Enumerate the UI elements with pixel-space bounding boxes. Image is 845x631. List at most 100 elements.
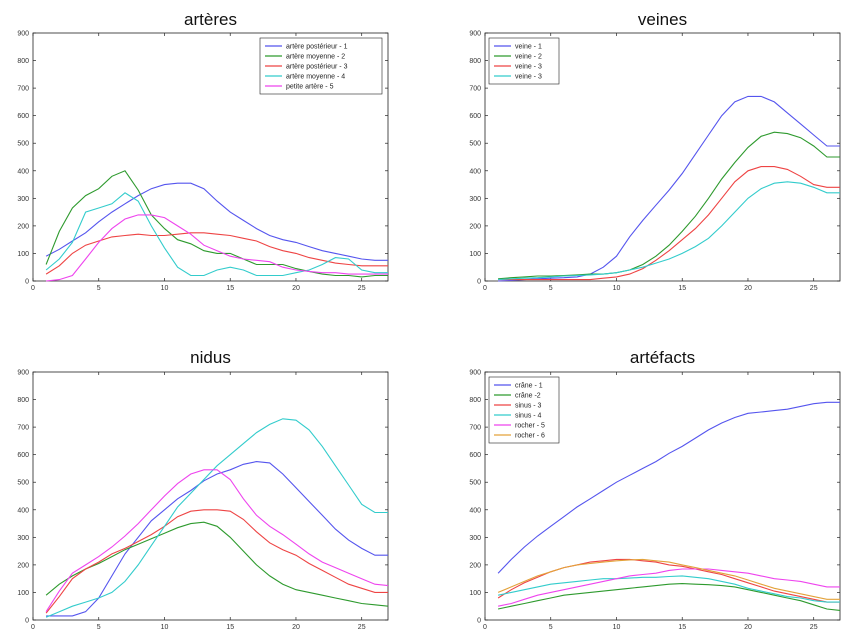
series-line-4 [498, 181, 840, 281]
y-tick-label: 100 [17, 590, 29, 597]
x-tick-label: 25 [358, 624, 366, 631]
y-tick-label: 900 [17, 370, 29, 377]
y-tick-label: 200 [469, 223, 481, 230]
x-tick-label: 20 [744, 624, 752, 631]
legend-label: rocher - 6 [515, 433, 545, 440]
legend-label: veine - 3 [515, 74, 542, 81]
series-line-5 [497, 568, 840, 607]
plot-area [484, 32, 841, 282]
legend-label: veine - 3 [515, 64, 542, 71]
y-tick-label: 400 [469, 507, 481, 514]
y-tick-label: 700 [17, 425, 29, 432]
series-line-1 [45, 182, 388, 261]
x-tick-label: 5 [97, 624, 101, 631]
y-tick-label: 0 [477, 279, 481, 286]
y-tick-label: 700 [469, 86, 481, 93]
chart-title-artefacts: artéfacts [629, 348, 696, 367]
legend-label: crâne -2 [515, 393, 541, 400]
y-tick-label: 500 [17, 141, 29, 148]
y-tick-label: 500 [469, 141, 481, 148]
y-tick-label: 800 [17, 397, 29, 404]
series-line-4 [497, 575, 840, 603]
y-tick-label: 600 [17, 452, 29, 459]
y-tick-label: 500 [17, 480, 29, 487]
y-tick-label: 0 [25, 279, 29, 286]
legend-label: rocher - 5 [515, 423, 545, 430]
legend-label: veine - 1 [515, 44, 542, 51]
y-tick-label: 100 [469, 251, 481, 258]
legend-label: veine - 2 [515, 54, 542, 61]
x-tick-label: 20 [744, 285, 752, 292]
y-tick-label: 400 [17, 168, 29, 175]
x-tick-label: 15 [226, 285, 234, 292]
y-tick-label: 200 [469, 562, 481, 569]
series-line-1 [46, 461, 388, 617]
y-tick-label: 100 [17, 251, 29, 258]
x-tick-label: 25 [810, 285, 818, 292]
legend-label: artère postérieur - 1 [286, 44, 348, 51]
series-line-6 [497, 558, 840, 600]
y-tick-label: 700 [469, 425, 481, 432]
series-line-4 [45, 192, 388, 277]
series-line-5 [45, 469, 389, 612]
y-tick-label: 400 [469, 168, 481, 175]
x-tick-label: 0 [483, 624, 487, 631]
x-tick-label: 15 [678, 285, 686, 292]
y-tick-label: 300 [469, 196, 481, 203]
legend-label: petite artère - 5 [286, 84, 334, 91]
series-line-3 [498, 166, 840, 281]
legend-label: artère postérieur - 3 [286, 64, 348, 71]
x-tick-label: 25 [810, 624, 818, 631]
series-line-3 [45, 232, 388, 275]
y-tick-label: 800 [469, 397, 481, 404]
legend-label: artère moyenne - 4 [286, 74, 345, 81]
x-tick-label: 10 [161, 285, 169, 292]
series-line-3 [497, 558, 840, 603]
y-tick-label: 300 [17, 535, 29, 542]
legend-label: crâne - 1 [515, 383, 543, 390]
legend-label: sinus - 3 [515, 403, 542, 410]
series-line-3 [45, 509, 388, 614]
legend-box [259, 37, 383, 95]
series-line-2 [498, 131, 840, 280]
x-tick-label: 15 [226, 624, 234, 631]
plot-area [484, 371, 841, 621]
series-line-1 [497, 401, 840, 574]
y-tick-label: 800 [17, 58, 29, 65]
y-tick-label: 400 [17, 507, 29, 514]
x-tick-label: 10 [161, 624, 169, 631]
y-tick-label: 700 [17, 86, 29, 93]
x-tick-label: 5 [549, 624, 553, 631]
plot-area [32, 32, 389, 282]
y-tick-label: 600 [469, 452, 481, 459]
y-tick-label: 200 [17, 223, 29, 230]
chart-title-arteres: artères [184, 10, 237, 29]
x-tick-label: 25 [358, 285, 366, 292]
series-line-1 [498, 95, 840, 282]
x-tick-label: 20 [292, 285, 300, 292]
series-line-2 [45, 170, 388, 278]
legend-label: artère moyenne - 2 [286, 54, 345, 61]
chart-title-nidus: nidus [190, 348, 231, 367]
series-line-5 [46, 214, 388, 282]
y-tick-label: 0 [477, 618, 481, 625]
legend-box [488, 376, 560, 444]
x-tick-label: 5 [97, 285, 101, 292]
y-tick-label: 300 [469, 535, 481, 542]
series-line-2 [497, 583, 841, 611]
y-tick-label: 0 [25, 618, 29, 625]
y-tick-label: 900 [17, 31, 29, 38]
legend-label: sinus - 4 [515, 413, 542, 420]
x-tick-label: 20 [292, 624, 300, 631]
x-tick-label: 15 [678, 624, 686, 631]
plot-area [32, 371, 389, 621]
y-tick-label: 500 [469, 480, 481, 487]
y-tick-label: 800 [469, 58, 481, 65]
series-line-4 [45, 418, 388, 618]
chart-title-veines: veines [637, 10, 688, 29]
y-tick-label: 600 [17, 113, 29, 120]
